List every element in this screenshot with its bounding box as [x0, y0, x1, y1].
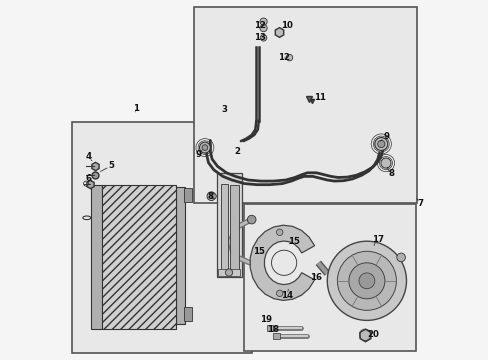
Circle shape: [211, 194, 216, 199]
FancyBboxPatch shape: [72, 122, 251, 353]
Text: 19: 19: [260, 315, 271, 324]
Text: 12: 12: [278, 53, 289, 62]
Text: 10: 10: [281, 21, 292, 30]
Circle shape: [396, 253, 405, 262]
Circle shape: [225, 269, 232, 276]
Circle shape: [348, 263, 384, 299]
Circle shape: [276, 290, 283, 297]
FancyBboxPatch shape: [176, 187, 185, 324]
Circle shape: [260, 18, 266, 25]
Circle shape: [202, 145, 207, 150]
FancyBboxPatch shape: [218, 269, 239, 276]
Circle shape: [206, 192, 215, 201]
Text: 13: 13: [253, 33, 265, 42]
FancyBboxPatch shape: [194, 7, 416, 203]
Circle shape: [326, 241, 406, 320]
Text: 20: 20: [366, 330, 379, 338]
Circle shape: [199, 142, 210, 153]
Circle shape: [276, 229, 283, 235]
Circle shape: [285, 54, 292, 61]
Text: 15: 15: [287, 237, 300, 246]
Circle shape: [260, 24, 266, 32]
FancyBboxPatch shape: [221, 184, 228, 271]
Text: 8: 8: [387, 169, 394, 178]
Polygon shape: [250, 225, 314, 300]
FancyBboxPatch shape: [184, 307, 192, 321]
Text: 7: 7: [416, 198, 423, 207]
FancyBboxPatch shape: [91, 185, 102, 329]
Text: 11: 11: [313, 93, 325, 102]
FancyBboxPatch shape: [266, 325, 273, 331]
Circle shape: [271, 250, 296, 275]
Text: 6: 6: [86, 174, 92, 183]
Text: 9: 9: [195, 150, 201, 159]
Text: 18: 18: [266, 325, 278, 334]
FancyBboxPatch shape: [244, 204, 415, 351]
Text: 12: 12: [253, 21, 265, 30]
FancyBboxPatch shape: [102, 185, 176, 329]
Text: 16: 16: [310, 274, 322, 282]
Circle shape: [337, 251, 396, 310]
FancyBboxPatch shape: [184, 188, 192, 202]
Circle shape: [358, 273, 374, 289]
Circle shape: [374, 138, 387, 150]
Text: 5: 5: [108, 161, 114, 170]
Text: 14: 14: [280, 291, 292, 300]
Text: 1: 1: [133, 104, 139, 112]
Circle shape: [377, 140, 384, 148]
FancyBboxPatch shape: [217, 173, 242, 277]
Circle shape: [380, 158, 390, 168]
Text: 2: 2: [234, 147, 240, 156]
Text: 15: 15: [252, 248, 264, 256]
Text: 8: 8: [207, 192, 213, 201]
FancyBboxPatch shape: [230, 185, 239, 270]
FancyBboxPatch shape: [273, 333, 279, 339]
Circle shape: [260, 35, 266, 41]
Circle shape: [247, 215, 256, 224]
Text: 9: 9: [383, 132, 389, 141]
Text: 17: 17: [371, 235, 384, 244]
Text: 3: 3: [221, 105, 227, 114]
Text: 4: 4: [86, 152, 92, 161]
